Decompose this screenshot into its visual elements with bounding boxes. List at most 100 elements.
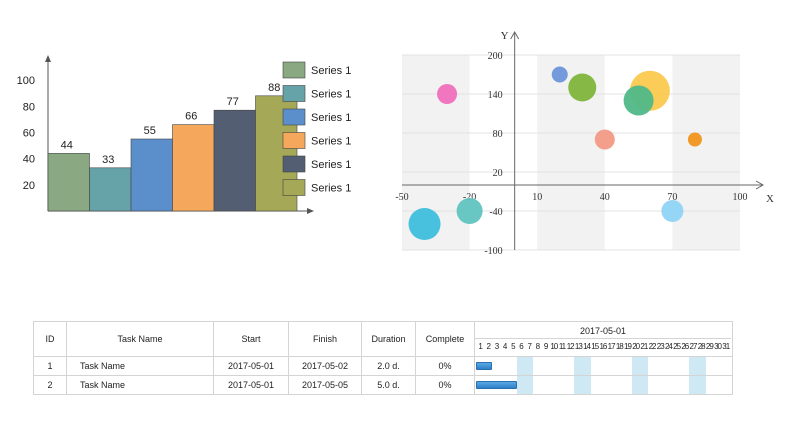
timeline-day: 16 <box>599 342 607 351</box>
cell-complete: 0% <box>415 356 475 376</box>
timeline-day: 31 <box>722 342 730 351</box>
legend-label: Series 1 <box>311 89 351 101</box>
bar-chart: 20 40 60 80 100 44 33 55 66 77 88 Series 1 Series 1 S… <box>17 55 351 214</box>
cell-task-name: Task Name <box>66 356 214 376</box>
timeline-day: 2 <box>486 342 491 351</box>
cell-id: 1 <box>33 356 67 376</box>
bubble-chart: X Y -50 -20 10 40 70 100 -100 -40 20 80 140 200 <box>395 30 774 257</box>
weekend-shade <box>631 376 649 394</box>
gantt-table: ID Task Name Start Finish Duration Compl… <box>33 321 733 395</box>
bar <box>47 153 90 212</box>
cell-duration: 2.0 d. <box>361 356 416 376</box>
timeline-day: 4 <box>502 342 507 351</box>
legend-swatch <box>282 179 306 196</box>
timeline-day: 8 <box>535 342 540 351</box>
legend-swatch <box>282 61 306 79</box>
bar <box>89 167 132 212</box>
legend-label: Series 1 <box>311 136 351 148</box>
timeline-day: 11 <box>558 342 566 351</box>
timeline-day: 15 <box>591 342 599 351</box>
bar <box>172 124 215 212</box>
plot-band <box>672 55 740 250</box>
y-tick-label: 40 <box>23 154 35 166</box>
x-tick-label: -50 <box>395 192 408 203</box>
timeline-day: 30 <box>714 342 722 351</box>
timeline-day: 9 <box>543 342 548 351</box>
timeline-day: 10 <box>550 342 558 351</box>
y-tick-label: 80 <box>493 129 503 140</box>
col-header-duration: Duration <box>361 321 416 357</box>
timeline-day: 5 <box>511 342 515 351</box>
cell-start: 2017-05-01 <box>213 356 289 376</box>
col-header-task: Task Name <box>66 321 214 357</box>
cell-finish: 2017-05-05 <box>288 375 362 395</box>
timeline-day: 26 <box>681 342 689 351</box>
task-bar[interactable] <box>476 381 517 389</box>
cell-finish: 2017-05-02 <box>288 356 362 376</box>
y-tick-label: -100 <box>484 246 502 257</box>
timeline-day: 25 <box>673 342 681 351</box>
task-bar[interactable] <box>476 362 493 370</box>
bubble-point <box>456 198 483 224</box>
y-tick-label: 80 <box>23 101 35 113</box>
weekend-shade <box>517 376 534 394</box>
timeline-day: 12 <box>566 342 575 351</box>
y-axis-arrow <box>45 55 51 62</box>
y-tick-label: 140 <box>488 90 503 101</box>
x-axis-arrow <box>755 180 765 190</box>
bar-value-label: 55 <box>144 125 156 137</box>
y-tick-label: 20 <box>493 168 503 179</box>
y-tick-label: 100 <box>17 75 35 87</box>
bubble-point <box>594 129 615 150</box>
x-axis-label: X <box>766 193 774 205</box>
cell-id: 2 <box>33 375 67 395</box>
bubble-point <box>687 132 702 147</box>
timeline-day: 1 <box>478 342 482 351</box>
timeline-day: 28 <box>697 342 706 351</box>
bubble-point <box>551 66 568 83</box>
weekend-shade <box>517 357 534 375</box>
timeline-day: 24 <box>664 342 673 351</box>
legend-label: Series 1 <box>311 65 351 77</box>
plot-band <box>469 55 538 250</box>
weekend-shade <box>631 357 649 375</box>
legend-swatch <box>282 155 306 173</box>
cell-start: 2017-05-01 <box>213 375 289 395</box>
timeline-date: 2017-05-01 <box>475 324 731 339</box>
timeline-day: 17 <box>607 342 616 351</box>
weekend-shade <box>574 376 591 394</box>
cell-complete: 0% <box>415 375 475 395</box>
x-axis-arrow <box>307 208 314 214</box>
y-axis-label: Y <box>501 30 509 42</box>
bubble-point <box>661 200 684 222</box>
timeline-day: 6 <box>519 342 523 351</box>
weekend-shade <box>689 357 706 375</box>
legend-swatch <box>282 85 306 102</box>
legend-label: Series 1 <box>311 183 351 195</box>
legend-swatch <box>282 108 306 126</box>
timeline-header: 2017-05-01 1 2 3 4 5 6 7 8 9 10 11 12 13 14 15 16 17 18 19… <box>474 321 733 357</box>
weekend-shade <box>689 376 706 394</box>
x-tick-label: -20 <box>463 192 476 203</box>
cell-task-name: Task Name <box>66 375 214 395</box>
x-tick-label: 10 <box>532 192 542 203</box>
x-tick-label: 100 <box>733 192 748 203</box>
weekend-shade <box>574 357 591 375</box>
x-tick-label: 40 <box>600 192 610 203</box>
timeline-day: 27 <box>689 342 698 351</box>
col-header-id: ID <box>33 321 67 357</box>
bubble-point <box>568 73 597 102</box>
bar-value-label: 33 <box>102 154 114 166</box>
table-row[interactable]: 1 Task Name 2017-05-01 2017-05-02 2.0 d. 0% <box>33 356 733 376</box>
bar <box>130 138 173 212</box>
bubble-point <box>437 84 458 104</box>
y-axis-arrow <box>510 30 520 40</box>
table-row[interactable]: 2 Task Name 2017-05-01 2017-05-05 5.0 d. 0% <box>33 375 733 395</box>
bubble-point <box>408 208 441 240</box>
timeline-day: 18 <box>615 342 624 351</box>
timeline-day: 29 <box>705 342 714 351</box>
legend-label: Series 1 <box>311 159 351 171</box>
bar <box>213 109 256 212</box>
cell-duration: 5.0 d. <box>361 375 416 395</box>
timeline-cell <box>474 375 733 395</box>
